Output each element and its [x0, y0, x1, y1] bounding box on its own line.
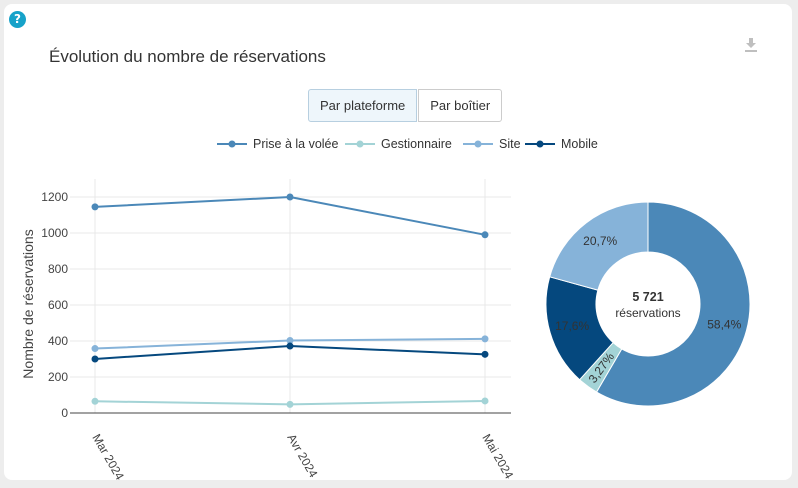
legend-label-mobile: Mobile: [561, 137, 598, 151]
y-axis-title: Nombre de réservations: [20, 229, 36, 378]
legend-marker: [356, 140, 364, 148]
y-tick-label: 400: [48, 334, 68, 348]
donut-center-value: 5 721: [632, 290, 663, 304]
data-point-gestionnaire: [286, 400, 294, 408]
y-tick-label: 600: [48, 298, 68, 312]
legend-label-prise-a-la-volee: Prise à la volée: [253, 137, 339, 151]
data-point-site: [91, 345, 99, 353]
chart-title: Évolution du nombre de réservations: [49, 47, 326, 66]
data-point-site: [481, 335, 489, 343]
legend-label-gestionnaire: Gestionnaire: [381, 137, 452, 151]
data-point-mobile: [91, 355, 99, 363]
toggle-par-plateforme-button[interactable]: Par plateforme: [308, 89, 418, 122]
donut-center-label: réservations: [615, 306, 680, 320]
legend-label-site: Site: [499, 137, 521, 151]
x-tick-label: Mai 2024: [479, 432, 516, 482]
donut-slice-label: 17,6%: [555, 319, 589, 333]
x-tick-label: Mar 2024: [89, 432, 127, 483]
legend-marker: [536, 140, 544, 148]
data-point-gestionnaire: [91, 397, 99, 405]
legend-marker: [474, 140, 482, 148]
y-tick-label: 800: [48, 262, 68, 276]
view-toggle: Par plateforme Par boîtier: [308, 89, 503, 122]
data-point-prise-a-la-volee: [286, 193, 294, 201]
data-point-gestionnaire: [481, 397, 489, 405]
download-icon[interactable]: [743, 37, 759, 53]
y-tick-label: 1000: [41, 226, 68, 240]
donut-slice-3: [549, 201, 649, 291]
donut-slice-label: 58,4%: [707, 318, 741, 332]
y-tick-label: 1200: [41, 190, 68, 204]
data-point-mobile: [286, 342, 294, 350]
y-tick-label: 0: [61, 406, 68, 420]
data-point-site: [286, 336, 294, 344]
data-point-prise-a-la-volee: [91, 203, 99, 211]
legend-marker: [228, 140, 236, 148]
data-point-prise-a-la-volee: [481, 231, 489, 239]
toggle-par-boitier-button[interactable]: Par boîtier: [418, 89, 503, 122]
donut-slice-label: 20,7%: [583, 234, 617, 248]
help-icon[interactable]: ?: [9, 11, 26, 28]
data-point-mobile: [481, 350, 489, 358]
donut-slice-0: [595, 201, 751, 407]
y-tick-label: 200: [48, 370, 68, 384]
x-tick-label: Avr 2024: [284, 432, 320, 481]
